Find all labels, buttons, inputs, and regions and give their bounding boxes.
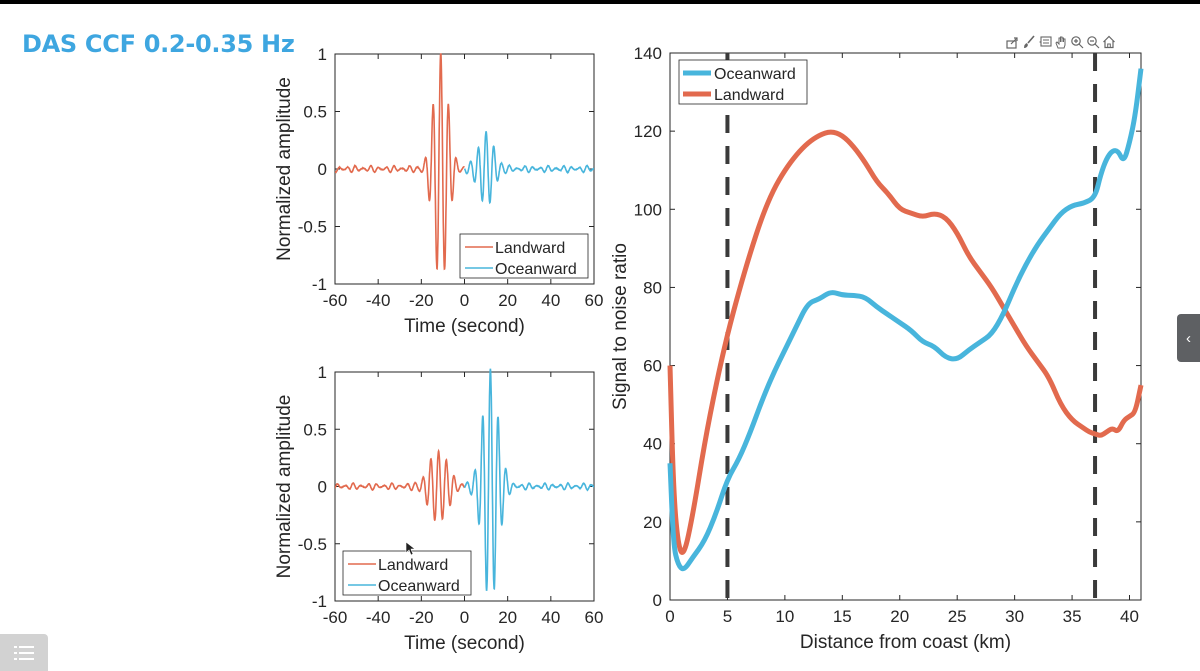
- home-icon[interactable]: [1102, 34, 1116, 50]
- chart-3: 0 5 10 15 20 25 30 35 40 0 20 40 60 80 100 120 140 Distan…: [610, 44, 1144, 653]
- mouse-cursor: [405, 541, 416, 556]
- legend-label: Landward: [378, 557, 448, 574]
- y-tick-label: 1: [318, 363, 327, 382]
- y-tick-label: -0.5: [298, 535, 327, 554]
- legend: Landward Oceanward: [342, 550, 472, 596]
- x-tick-label: 20: [498, 608, 517, 627]
- legend-box: [342, 550, 472, 596]
- legend-label: Landward: [714, 87, 784, 104]
- y-tick-label: 100: [634, 200, 662, 219]
- legend-label: Oceanward: [714, 66, 796, 83]
- y-tick-label: 1: [318, 45, 327, 64]
- series-oceanward-line: [463, 131, 594, 205]
- x-tick-label: 0: [460, 291, 469, 310]
- x-axis-label: Time (second): [404, 316, 525, 337]
- x-tick-label: 25: [948, 607, 967, 626]
- series-landward-line: [335, 448, 466, 522]
- chart-1: -60 -40 -20 0 20 40 60 -1 -0.5 0 0.5 1 Time (second)…: [274, 45, 603, 337]
- x-tick-label: 10: [775, 607, 794, 626]
- y-tick-label: 0.5: [303, 103, 327, 122]
- x-tick-label: 60: [585, 608, 604, 627]
- top-border: [0, 0, 1200, 4]
- legend-box: [459, 233, 589, 279]
- x-tick-label: 15: [833, 607, 852, 626]
- series-landward-line: [335, 53, 465, 271]
- y-axis-label: Normalized amplitude: [274, 77, 295, 261]
- legend-label: Oceanward: [378, 578, 460, 595]
- y-axis-label: Normalized amplitude: [274, 395, 295, 579]
- y-tick-label: 40: [643, 435, 662, 454]
- y-tick-label: 140: [634, 44, 662, 63]
- x-tick-label: 0: [665, 607, 674, 626]
- zoom-out-icon[interactable]: [1086, 34, 1100, 50]
- y-tick-label: -1: [312, 592, 327, 611]
- y-tick-label: 80: [643, 278, 662, 297]
- x-tick-label: 40: [541, 291, 560, 310]
- series-oceanward-line: [463, 368, 594, 591]
- datatip-icon[interactable]: [1038, 34, 1052, 50]
- y-tick-label: 0: [318, 478, 327, 497]
- legend: Oceanward Landward: [678, 59, 808, 105]
- export-icon[interactable]: [1006, 34, 1020, 50]
- y-tick-label: 60: [643, 357, 662, 376]
- y-tick-label: -1: [312, 275, 327, 294]
- y-tick-label: 0: [653, 591, 662, 610]
- x-tick-label: -20: [409, 608, 434, 627]
- chart-2: -60 -40 -20 0 20 40 60 -1 -0.5 0 0.5 1 Time (second)…: [274, 363, 603, 654]
- legend-label: Landward: [495, 240, 565, 257]
- y-axis-label: Signal to noise ratio: [610, 243, 631, 410]
- zoom-in-icon[interactable]: [1070, 34, 1084, 50]
- legend-label: Oceanward: [495, 261, 577, 278]
- y-tick-label: 0.5: [303, 420, 327, 439]
- x-tick-label: 5: [723, 607, 732, 626]
- axes-box: [669, 52, 1142, 601]
- x-tick-label: 30: [1005, 607, 1024, 626]
- x-tick-label: 60: [585, 291, 604, 310]
- y-tick-label: -0.5: [298, 218, 327, 237]
- x-tick-label: 20: [890, 607, 909, 626]
- y-tick-label: 120: [634, 122, 662, 141]
- slide-title: DAS CCF 0.2-0.35 Hz: [22, 30, 295, 58]
- x-tick-label: 35: [1063, 607, 1082, 626]
- x-tick-label: 0: [460, 608, 469, 627]
- list-menu-icon[interactable]: [0, 634, 48, 671]
- x-tick-label: 40: [541, 608, 560, 627]
- x-tick-label: -60: [323, 608, 348, 627]
- pan-hand-icon[interactable]: [1054, 34, 1068, 50]
- x-tick-label: -60: [323, 291, 348, 310]
- series-landward-line: [667, 129, 1144, 555]
- x-tick-label: -40: [366, 608, 391, 627]
- x-tick-label: 40: [1120, 607, 1139, 626]
- x-tick-label: -20: [409, 291, 434, 310]
- y-tick-label: 0: [318, 160, 327, 179]
- chevron-left-icon[interactable]: ‹: [1177, 314, 1200, 362]
- legend: Landward Oceanward: [459, 233, 589, 279]
- plot-toolbar: [1006, 33, 1116, 51]
- legend-box: [678, 59, 808, 105]
- series-oceanward-line: [667, 68, 1144, 572]
- brush-icon[interactable]: [1022, 34, 1036, 50]
- x-axis-label: Distance from coast (km): [800, 632, 1011, 653]
- y-tick-label: 20: [643, 513, 662, 532]
- x-tick-label: 20: [498, 291, 517, 310]
- x-tick-label: -40: [366, 291, 391, 310]
- x-axis-label: Time (second): [404, 633, 525, 654]
